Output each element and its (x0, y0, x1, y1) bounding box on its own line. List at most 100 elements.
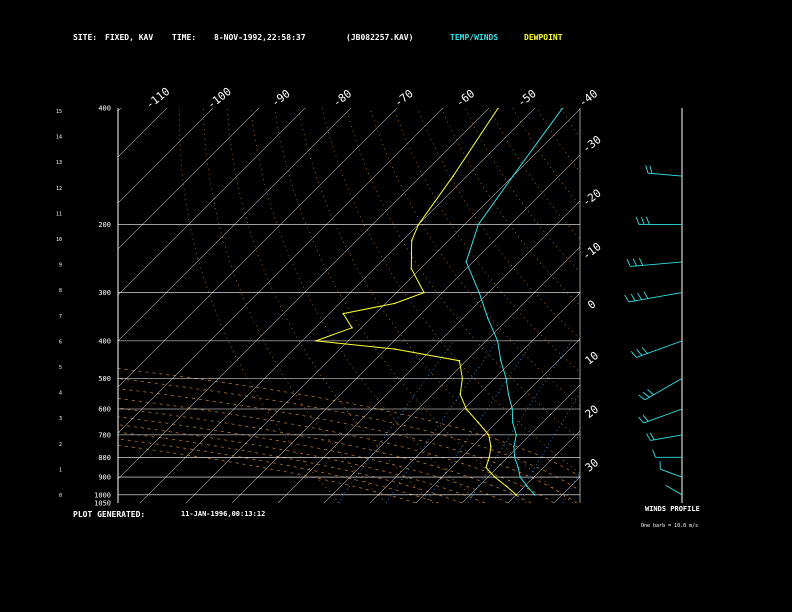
dry-adiabat (536, 108, 580, 173)
top-temperature-label: -100 (205, 85, 234, 112)
top-temperature-label: -90 (269, 87, 293, 109)
height-tick-label: 14 (56, 135, 62, 141)
temperature-point (465, 261, 467, 263)
right-temperature-label: -10 (580, 240, 604, 262)
wind-barb-feather (647, 389, 654, 396)
moist-adiabat (118, 368, 580, 477)
wind-barb-feather (635, 216, 640, 225)
dewpoint-point (394, 348, 396, 350)
dewpoint-point (315, 340, 317, 342)
pressure-tick-label: 400 (98, 337, 111, 345)
pressure-tick-label: 400 (98, 105, 111, 113)
temperature-point (513, 456, 516, 459)
height-tick-label: 2 (59, 442, 62, 448)
dry-adiabat (226, 108, 434, 503)
dewpoint-point (490, 445, 492, 448)
wind-barb-feather (630, 351, 637, 358)
legend-temp-winds: TEMP/WINDS (450, 33, 499, 42)
dewpoint-point (410, 267, 413, 270)
temperature-point (561, 108, 564, 109)
isotherm (118, 108, 260, 250)
height-tick-label: 3 (59, 416, 62, 422)
wind-barb-staff (630, 261, 683, 267)
isotherm (118, 108, 168, 158)
moist-adiabat (118, 407, 532, 503)
legend-dewpoint: DEWPOINT (524, 33, 563, 42)
dry-adiabat (632, 108, 792, 503)
temperature-point (511, 421, 514, 424)
dry-adiabat (488, 108, 580, 240)
dry-adiabat (656, 108, 792, 503)
temperature-point (513, 445, 515, 448)
temperature-point (500, 359, 502, 362)
isotherm (692, 108, 792, 503)
dewpoint-point (459, 393, 462, 396)
top-temperature-label: -40 (577, 87, 601, 109)
pressure-tick-label: 900 (98, 474, 111, 482)
top-temperature-label: -60 (454, 87, 478, 109)
plot-generated-label: PLOT GENERATED: (73, 510, 146, 519)
dry-adiabat (584, 108, 792, 503)
height-tick-label: 0 (59, 493, 62, 499)
file-id: (JB082257.KAV) (346, 33, 414, 42)
isotherm (118, 108, 444, 434)
right-temperature-label: -30 (580, 133, 604, 155)
dewpoint-point (488, 456, 491, 459)
wind-barb-feather (652, 449, 656, 458)
dewpoint-point (342, 312, 345, 315)
isotherm (118, 108, 398, 388)
isotherm (369, 292, 580, 503)
wind-barb-feather (630, 293, 636, 302)
temperature-point (517, 466, 519, 469)
mixing-ratio-line (562, 471, 580, 503)
pressure-tick-label: 700 (98, 431, 111, 439)
pressure-tick-label: 300 (98, 289, 111, 297)
dry-adiabat (512, 108, 580, 206)
temperature-profile (465, 108, 564, 496)
isotherm (415, 338, 580, 503)
dewpoint-point (410, 239, 413, 242)
dry-adiabat (250, 108, 480, 503)
mixing-ratio-line (615, 341, 703, 503)
isotherm (323, 246, 580, 503)
dewpoint-point (493, 476, 496, 478)
mixing-ratio-line (337, 340, 455, 503)
isotherm (118, 108, 352, 342)
moist-adiabat (118, 398, 555, 503)
dry-adiabat (393, 108, 580, 373)
wind-barb-feather (649, 432, 655, 441)
temperature-point (505, 377, 507, 380)
temperature-point (526, 485, 528, 487)
top-temperature-label: -70 (392, 87, 416, 109)
height-tick-label: 13 (56, 160, 62, 166)
wind-barb-feather (641, 347, 648, 354)
dewpoint-point (477, 421, 479, 424)
right-temperature-label: 20 (583, 403, 601, 421)
dry-adiabat (441, 108, 580, 307)
height-tick-label: 4 (59, 391, 62, 397)
wind-barb-feather (638, 394, 646, 401)
dewpoint-point (487, 434, 490, 436)
wind-barb-staff (660, 468, 683, 478)
pressure-tick-label: 1050 (94, 500, 111, 508)
height-tick-label: 1 (59, 467, 62, 473)
wind-barb-staff (643, 408, 683, 424)
temperature-point (478, 291, 481, 294)
height-tick-label: 5 (59, 365, 62, 371)
dewpoint-point (351, 326, 353, 329)
mixing-ratio-line (467, 340, 572, 503)
moist-adiabat (118, 378, 580, 492)
wind-barb-feather (636, 349, 643, 356)
site-value: FIXED, KAV (105, 33, 154, 42)
barb-note: One barb = 10.0 m/s (641, 523, 699, 529)
pressure-tick-label: 600 (98, 405, 111, 413)
dry-adiabat (680, 108, 792, 503)
isotherm (139, 108, 536, 503)
mixing-ratio-line (425, 340, 534, 503)
site-label: SITE: (73, 33, 98, 42)
isotherm (646, 108, 792, 503)
wind-barb-feather (624, 294, 630, 303)
height-tick-label: 7 (59, 314, 62, 320)
mixing-ratio-line (513, 392, 580, 503)
temperature-point (511, 408, 514, 410)
